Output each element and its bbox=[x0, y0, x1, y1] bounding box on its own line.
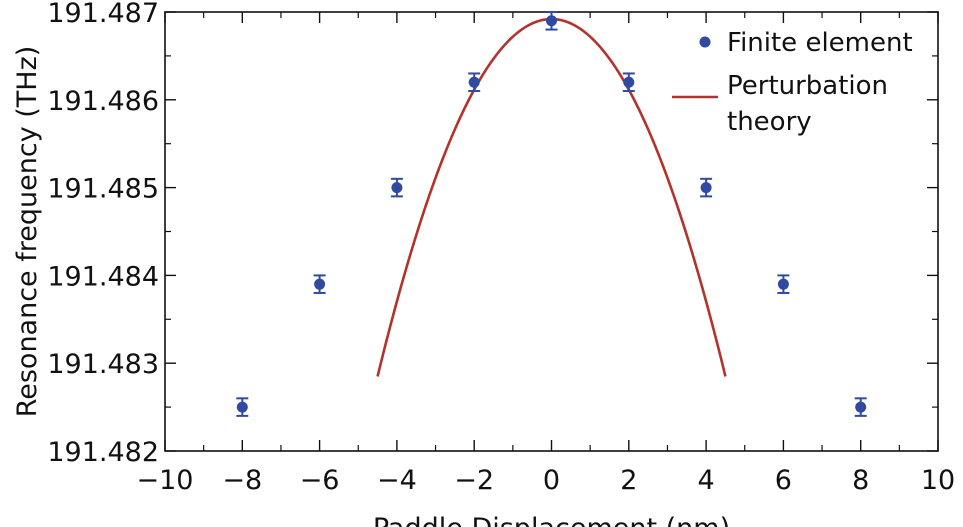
y-tick-label: 191.483 bbox=[47, 349, 159, 380]
y-tick-label: 191.485 bbox=[47, 174, 159, 205]
x-tick-label: −10 bbox=[137, 465, 194, 496]
legend-label-perturbation-theory-line2: theory bbox=[727, 107, 812, 137]
x-tick-label: −8 bbox=[222, 465, 262, 496]
finite-element-point bbox=[700, 182, 712, 194]
legend-label-finite-element: Finite element bbox=[727, 28, 913, 58]
legend-marker-finite-element bbox=[699, 36, 711, 48]
finite-element-point bbox=[468, 76, 480, 88]
finite-element-point bbox=[391, 182, 403, 194]
x-tick-label: 4 bbox=[698, 465, 715, 496]
finite-element-point bbox=[777, 278, 789, 290]
perturbation-theory-line bbox=[376, 17, 727, 377]
y-tick-label: 191.486 bbox=[47, 86, 159, 117]
finite-element-point bbox=[855, 401, 867, 413]
y-axis-label: Resonance frequency (THz) bbox=[12, 46, 43, 418]
x-tick-label: −6 bbox=[300, 465, 340, 496]
x-tick-label: −4 bbox=[377, 465, 417, 496]
legend-label-perturbation-theory-line1: Perturbation bbox=[727, 71, 888, 101]
finite-element-point bbox=[236, 401, 248, 413]
x-tick-label: 10 bbox=[921, 465, 955, 496]
x-axis-label: Paddle Displacement (nm) bbox=[373, 513, 730, 527]
x-tick-label: 8 bbox=[852, 465, 869, 496]
finite-element-point bbox=[623, 76, 635, 88]
x-tick-label: 6 bbox=[775, 465, 792, 496]
y-tick-label: 191.484 bbox=[47, 261, 159, 292]
finite-element-point bbox=[314, 278, 326, 290]
x-tick-label: −2 bbox=[454, 465, 494, 496]
y-tick-label: 191.487 bbox=[47, 0, 159, 29]
finite-element-point bbox=[546, 15, 557, 27]
y-tick-label: 191.482 bbox=[47, 437, 159, 468]
x-tick-label: 2 bbox=[620, 465, 637, 496]
x-tick-label: 0 bbox=[543, 465, 560, 496]
